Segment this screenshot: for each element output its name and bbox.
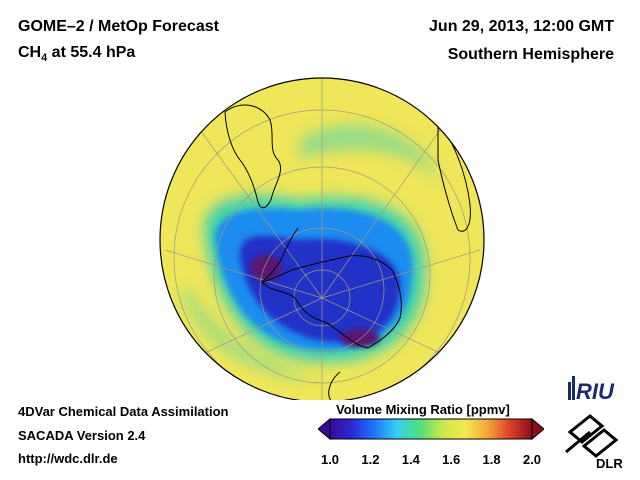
transition-band — [300, 124, 440, 180]
colorbar-tick-label: 1.2 — [361, 452, 380, 467]
species-level-label: CH4 at 55.4 hPa — [18, 44, 135, 64]
antarctica-coast — [261, 255, 402, 349]
africa-coast — [437, 118, 471, 232]
south-polar-globe-map — [159, 77, 485, 400]
hemisphere-label: Southern Hemisphere — [447, 46, 614, 63]
vortex-core-minimum — [250, 255, 282, 281]
footer-system: 4DVar Chemical Data Assimilation — [18, 404, 229, 419]
species-name: CH — [18, 44, 42, 61]
colorbar-min-arrow — [318, 418, 331, 440]
pressure-level: at 55.4 hPa — [47, 44, 136, 61]
vortex-core-minimum — [340, 329, 380, 347]
colorbar-tick-label: 2.0 — [522, 452, 542, 467]
species-subscript: 4 — [41, 52, 48, 65]
dlr-logo-text: DLR — [596, 456, 623, 471]
south-america-coast — [224, 104, 282, 209]
colorbar-max-arrow — [531, 418, 544, 440]
coastlines — [224, 104, 471, 400]
riu-logo: RIU — [568, 376, 615, 404]
colorbar — [318, 418, 544, 440]
dlr-logo: DLR — [565, 414, 623, 471]
colorbar-title: Volume Mixing Ratio [ppmv] — [336, 402, 510, 417]
colorbar-gradient — [329, 418, 533, 440]
colorbar-tick-label: 1.0 — [320, 452, 340, 467]
map-title: GOME–2 / MetOp Forecast — [18, 18, 219, 35]
riu-logo-text: RIU — [576, 379, 615, 404]
globe-outline — [159, 77, 485, 400]
australia-coast — [328, 371, 341, 400]
graticule — [164, 78, 481, 400]
footer-version: SACADA Version 2.4 — [18, 428, 146, 443]
antarctic-peninsula-coast — [261, 227, 299, 283]
footer-url: http://wdc.dlr.de — [18, 451, 118, 466]
colorbar-tick-label: 1.8 — [482, 452, 501, 467]
forecast-datetime: Jun 29, 2013, 12:00 GMT — [429, 18, 614, 35]
colorbar-tick-label: 1.4 — [401, 452, 420, 467]
transition-band — [180, 290, 320, 380]
colorbar-tick-label: 1.6 — [442, 452, 461, 467]
